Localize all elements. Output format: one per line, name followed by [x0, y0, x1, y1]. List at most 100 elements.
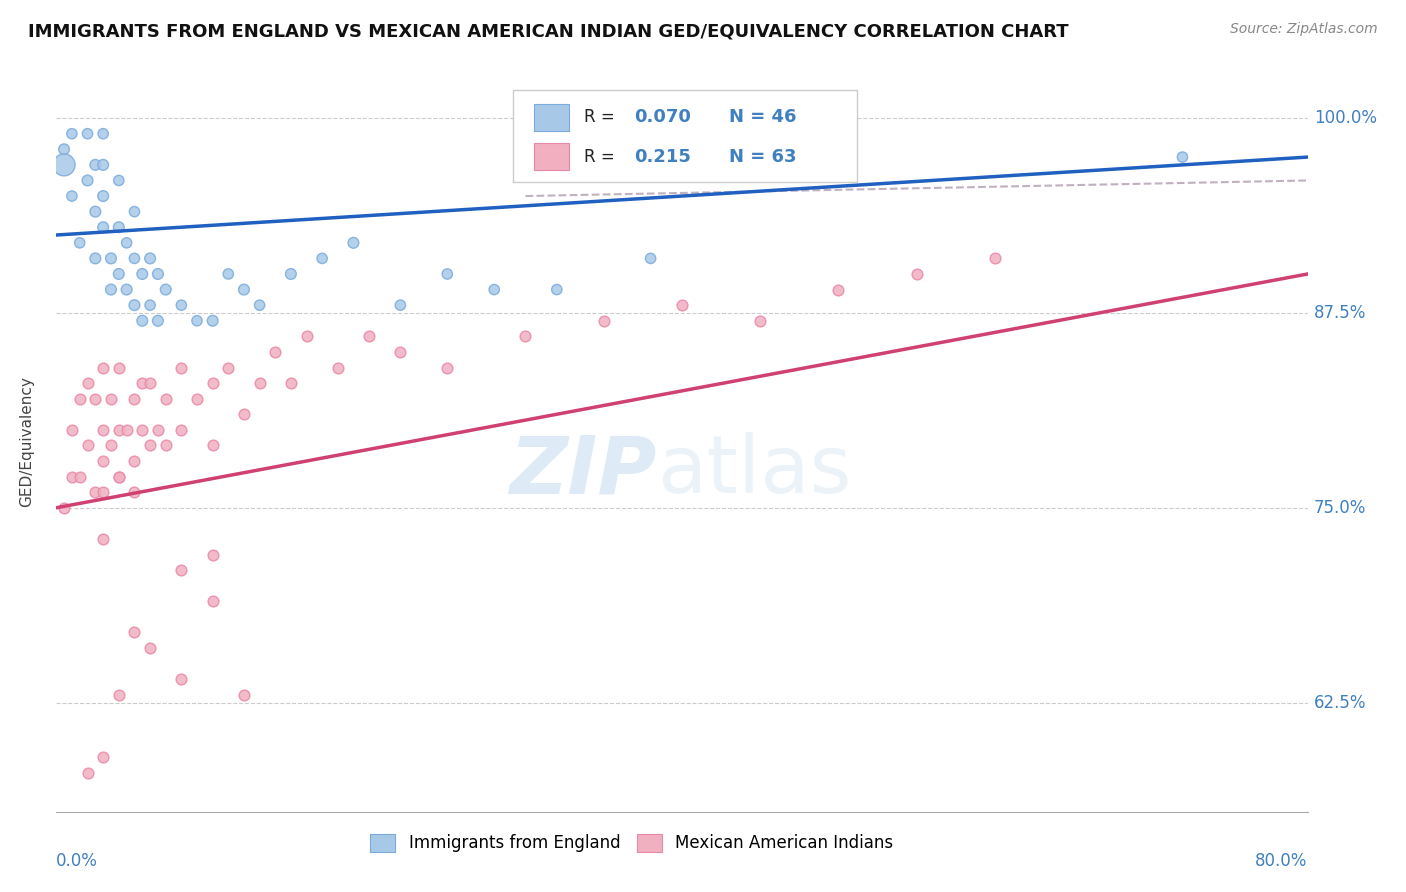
Point — [295, 329, 318, 343]
Text: N = 46: N = 46 — [730, 108, 797, 127]
Point — [139, 252, 162, 266]
Point — [280, 267, 302, 281]
Point — [53, 500, 76, 515]
Text: 0.070: 0.070 — [634, 108, 692, 127]
Point — [84, 204, 107, 219]
Point — [115, 235, 138, 250]
Point — [280, 376, 302, 390]
Text: GED/Equivalency: GED/Equivalency — [18, 376, 34, 507]
Point — [76, 127, 98, 141]
Point — [186, 392, 208, 406]
Point — [186, 314, 208, 328]
Point — [139, 298, 162, 312]
Point — [76, 765, 98, 780]
Point — [170, 423, 193, 437]
Point — [201, 548, 224, 562]
Point — [108, 267, 131, 281]
Point — [484, 283, 506, 297]
Point — [108, 469, 131, 483]
Point — [436, 360, 458, 375]
Point — [749, 314, 772, 328]
Point — [91, 423, 114, 437]
Point — [201, 594, 224, 608]
Legend: Immigrants from England, Mexican American Indians: Immigrants from England, Mexican America… — [364, 827, 900, 859]
Point — [389, 345, 412, 359]
Point — [60, 423, 83, 437]
Point — [108, 688, 131, 702]
Point — [115, 283, 138, 297]
Point — [217, 267, 239, 281]
Point — [170, 672, 193, 686]
Point — [342, 235, 364, 250]
Point — [640, 252, 662, 266]
Point — [124, 204, 146, 219]
Point — [827, 283, 849, 297]
Point — [124, 625, 146, 640]
Point — [84, 485, 107, 500]
Point — [139, 641, 162, 656]
Point — [131, 376, 153, 390]
Point — [217, 360, 239, 375]
Point — [91, 220, 114, 235]
Text: 100.0%: 100.0% — [1313, 109, 1376, 128]
Point — [146, 314, 169, 328]
Point — [984, 252, 1007, 266]
Point — [249, 376, 271, 390]
Point — [91, 158, 114, 172]
Bar — [534, 104, 569, 130]
Point — [108, 360, 131, 375]
Point — [108, 220, 131, 235]
Point — [905, 267, 928, 281]
Point — [170, 298, 193, 312]
Point — [69, 235, 91, 250]
Point — [84, 252, 107, 266]
Point — [233, 407, 256, 421]
Point — [1171, 150, 1194, 164]
Point — [115, 423, 138, 437]
Point — [60, 469, 83, 483]
Point — [91, 454, 114, 468]
Point — [91, 485, 114, 500]
Point — [131, 314, 153, 328]
Text: 80.0%: 80.0% — [1256, 853, 1308, 871]
Text: 75.0%: 75.0% — [1313, 499, 1367, 516]
Point — [389, 298, 412, 312]
Text: 87.5%: 87.5% — [1313, 304, 1367, 322]
Point — [671, 298, 693, 312]
Point — [264, 345, 287, 359]
Point — [100, 252, 122, 266]
Point — [69, 469, 91, 483]
Text: ZIP: ZIP — [509, 432, 657, 510]
Point — [249, 298, 271, 312]
Bar — [534, 144, 569, 169]
Point — [108, 423, 131, 437]
Point — [69, 392, 91, 406]
Point — [201, 314, 224, 328]
Text: Source: ZipAtlas.com: Source: ZipAtlas.com — [1230, 22, 1378, 37]
Point — [100, 283, 122, 297]
Point — [155, 392, 177, 406]
Text: IMMIGRANTS FROM ENGLAND VS MEXICAN AMERICAN INDIAN GED/EQUIVALENCY CORRELATION C: IMMIGRANTS FROM ENGLAND VS MEXICAN AMERI… — [28, 22, 1069, 40]
Point — [84, 392, 107, 406]
Point — [91, 360, 114, 375]
Text: R =: R = — [585, 108, 620, 127]
Point — [436, 267, 458, 281]
Point — [76, 173, 98, 187]
Point — [170, 563, 193, 577]
Point — [155, 283, 177, 297]
Point — [515, 329, 537, 343]
Point — [91, 750, 114, 764]
Point — [108, 173, 131, 187]
Point — [546, 283, 568, 297]
Point — [108, 469, 131, 483]
Point — [233, 283, 256, 297]
Point — [76, 376, 98, 390]
Point — [60, 127, 83, 141]
Text: R =: R = — [585, 147, 620, 166]
Point — [139, 376, 162, 390]
Point — [91, 127, 114, 141]
Point — [91, 189, 114, 203]
Text: 0.0%: 0.0% — [56, 853, 98, 871]
Point — [155, 438, 177, 452]
Point — [60, 189, 83, 203]
